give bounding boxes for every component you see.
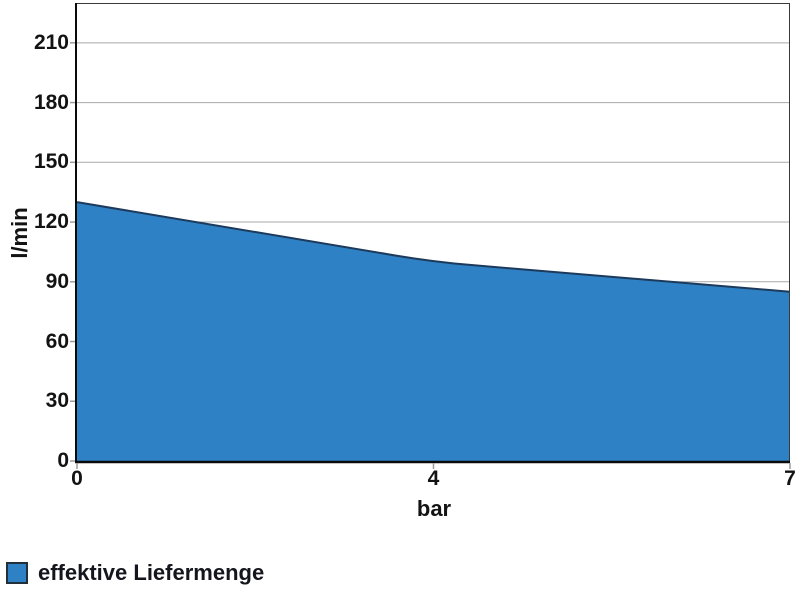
x-tick-label: 0 (71, 467, 83, 490)
y-tick-label: 120 (33, 210, 69, 234)
y-tick-label: 30 (45, 389, 69, 413)
area-outline (76, 201, 791, 293)
y-tick-label: 150 (33, 150, 69, 174)
legend-label: effektive Liefermenge (38, 560, 265, 585)
x-tick-label: 7 (784, 467, 796, 490)
legend-swatch (6, 562, 28, 584)
y-tick-label: 210 (33, 30, 69, 54)
legend: effektive Liefermenge (6, 560, 264, 586)
x-tick-label: 4 (427, 467, 440, 490)
y-tick-label: 180 (33, 90, 69, 114)
area-fill (77, 202, 790, 461)
y-tick-label: 0 (57, 449, 69, 472)
y-tick-label: 60 (45, 329, 69, 353)
x-axis-title: bar (416, 496, 452, 521)
y-tick-label: 90 (45, 269, 69, 293)
